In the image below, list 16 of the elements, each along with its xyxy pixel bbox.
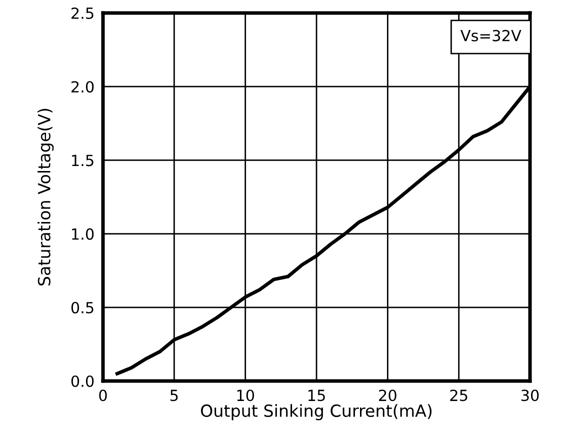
y-tick-label: 0.0: [71, 375, 94, 388]
y-axis-title: Saturation Voltage(V): [38, 108, 54, 286]
x-tick-label: 25: [450, 390, 468, 402]
x-tick-label: 15: [308, 390, 325, 402]
x-tick-label: 10: [237, 390, 254, 402]
y-tick-label: 0.5: [71, 302, 94, 314]
x-tick-label: 5: [170, 390, 178, 402]
y-tick-label: 2.0: [71, 81, 94, 93]
x-tick-label: 0: [99, 390, 107, 402]
x-axis-title: Output Sinking Current(mA): [200, 404, 432, 420]
annotation: Vs=32V: [460, 30, 522, 42]
y-tick-label: 1.0: [72, 228, 94, 240]
y-tick-label: 2.5: [71, 7, 94, 20]
x-tick-label: 30: [521, 390, 539, 402]
x-tick-label: 20: [379, 390, 396, 402]
y-tick-label: 1.5: [72, 154, 94, 166]
